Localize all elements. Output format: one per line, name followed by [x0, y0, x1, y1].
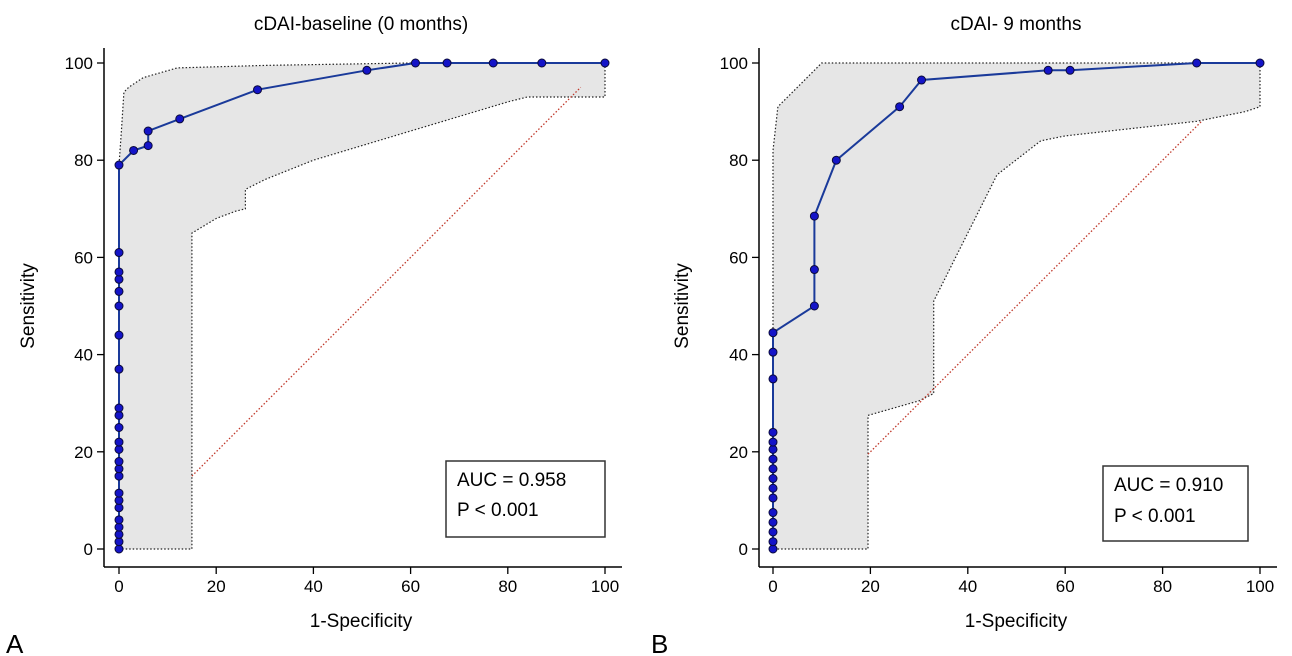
- panel-b: cDAI- 9 months 1-Specificity Sensitivity…: [651, 14, 1277, 656]
- roc-point: [768, 427, 778, 437]
- roc-point: [768, 454, 778, 464]
- roc-point: [768, 508, 778, 518]
- panel-a: cDAI-baseline (0 months) 1-Specificity S…: [6, 14, 622, 656]
- roc-point: [114, 286, 124, 296]
- roc-point: [1192, 58, 1202, 68]
- roc-point: [410, 58, 420, 68]
- x-axis-label: 1-Specificity: [965, 611, 1068, 632]
- roc-point: [768, 464, 778, 474]
- roc-point: [768, 437, 778, 447]
- roc-point: [114, 160, 124, 170]
- p-value: P < 0.001: [1114, 506, 1196, 527]
- roc-point: [768, 517, 778, 527]
- roc-point: [114, 364, 124, 374]
- roc-point: [768, 347, 778, 357]
- roc-point: [114, 403, 124, 413]
- roc-point: [114, 267, 124, 277]
- ci-upper-line: [118, 62, 605, 549]
- x-tick-label: 20: [861, 577, 880, 596]
- roc-point: [1065, 65, 1075, 75]
- roc-point: [114, 423, 124, 432]
- roc-point: [114, 330, 124, 340]
- y-axis-label: Sensitivity: [18, 263, 39, 349]
- y-tick-label: 100: [65, 54, 93, 73]
- roc-point: [917, 75, 927, 85]
- x-tick-label: 100: [591, 577, 619, 596]
- roc-point: [114, 437, 124, 447]
- y-tick-label: 20: [729, 443, 748, 462]
- x-tick-label: 60: [401, 577, 420, 596]
- auc-value: AUC = 0.910: [1114, 475, 1223, 496]
- roc-point: [600, 58, 610, 68]
- x-tick-label: 80: [498, 577, 517, 596]
- auc-box: AUC = 0.910 P < 0.001: [1102, 465, 1249, 542]
- roc-point: [488, 58, 498, 68]
- y-tick-label: 60: [74, 248, 93, 267]
- y-tick-label: 0: [739, 540, 748, 559]
- roc-point: [809, 301, 819, 311]
- roc-point: [114, 488, 124, 498]
- auc-box: AUC = 0.958 P < 0.001: [445, 460, 606, 538]
- roc-point: [809, 265, 819, 275]
- roc-point: [768, 474, 778, 484]
- roc-point: [831, 155, 841, 165]
- roc-point: [768, 493, 778, 503]
- reference-line: [191, 86, 582, 477]
- roc-point: [253, 85, 263, 95]
- x-tick-label: 100: [1246, 577, 1274, 596]
- confidence-band: [119, 63, 605, 549]
- panel-label: B: [651, 629, 668, 656]
- roc-point: [768, 527, 778, 537]
- x-axis-label: 1-Specificity: [310, 611, 413, 632]
- plot-area: 0 20 40 60 80 100 0 20 40 60 80 100: [720, 48, 1277, 596]
- y-tick-label: 20: [74, 443, 93, 462]
- roc-point: [143, 141, 153, 151]
- roc-point: [442, 58, 452, 68]
- y-tick-label: 60: [729, 248, 748, 267]
- y-tick-label: 80: [729, 151, 748, 170]
- roc-point: [768, 328, 778, 338]
- panel-label: A: [6, 629, 24, 656]
- p-value: P < 0.001: [457, 500, 539, 521]
- roc-point: [129, 145, 139, 155]
- roc-point: [1255, 58, 1265, 68]
- y-tick-label: 0: [84, 540, 93, 559]
- roc-point: [768, 483, 778, 493]
- chart-title: cDAI-baseline (0 months): [254, 14, 468, 35]
- roc-point: [114, 248, 124, 258]
- roc-point: [537, 58, 547, 68]
- x-tick-label: 80: [1153, 577, 1172, 596]
- y-axis-label: Sensitivity: [672, 263, 693, 349]
- roc-point: [768, 374, 778, 384]
- x-tick-label: 40: [304, 577, 323, 596]
- y-tick-label: 40: [729, 346, 748, 365]
- x-tick-label: 20: [207, 577, 226, 596]
- auc-value: AUC = 0.958: [457, 470, 566, 491]
- roc-point: [175, 114, 185, 124]
- x-tick-label: 0: [768, 577, 777, 596]
- roc-point: [362, 65, 372, 75]
- reference-line: [867, 120, 1203, 455]
- ci-lower-line: [773, 63, 1261, 550]
- y-tick-label: 80: [74, 151, 93, 170]
- roc-point: [114, 301, 124, 311]
- y-tick-label: 40: [74, 346, 93, 365]
- roc-point: [809, 211, 819, 221]
- confidence-band: [773, 63, 1260, 549]
- y-tick-label: 100: [720, 54, 748, 73]
- roc-point: [895, 102, 905, 112]
- roc-point: [1043, 65, 1053, 75]
- ci-upper-line: [772, 62, 1260, 549]
- roc-point: [114, 515, 124, 525]
- plot-area: 0 20 40 60 80 100 0 20 40 60 80 100: [65, 48, 622, 596]
- roc-point: [143, 126, 153, 136]
- roc-point: [768, 537, 778, 547]
- x-tick-label: 60: [1056, 577, 1075, 596]
- x-tick-label: 40: [958, 577, 977, 596]
- chart-title: cDAI- 9 months: [951, 14, 1082, 35]
- roc-point: [114, 457, 124, 467]
- x-tick-label: 0: [114, 577, 123, 596]
